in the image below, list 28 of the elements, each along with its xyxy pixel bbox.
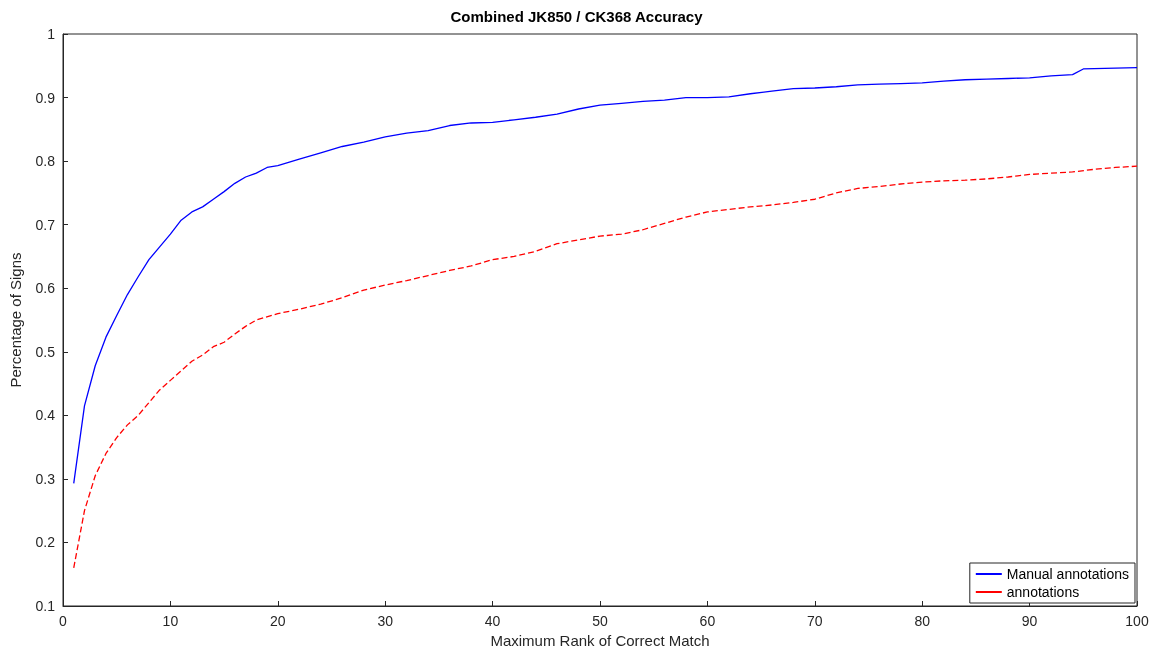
y-tick-label: 0.1 [35,598,56,614]
y-tick-label: 0.5 [35,343,56,360]
x-tick-label: 50 [592,613,608,629]
y-tick-label: 1 [47,26,56,42]
y-tick-label: 0.3 [35,470,56,487]
x-tick-label: 10 [162,613,179,629]
line-series [73,67,1138,484]
y-tick-label: 0.9 [35,89,56,106]
x-tick-label: 90 [1021,613,1038,629]
y-tick-label: 0.2 [35,534,56,551]
x-tick-label: 20 [270,613,286,629]
x-tick-label: 0 [59,613,68,629]
legend-label: annotations [1006,584,1080,600]
x-tick-label: 80 [914,613,931,629]
y-axis-title: Percentage of Signs [7,252,24,388]
y-tick-label: 0.4 [35,407,56,424]
y-tick-label: 0.8 [35,153,56,170]
x-tick-label: 60 [699,613,716,629]
x-tick-label: 100 [1125,613,1149,629]
legend-label: Manual annotations [1006,566,1129,582]
x-tick-label: 30 [377,613,394,629]
chart-title: Combined JK850 / CK368 Accuracy [450,8,704,25]
x-tick-label: 40 [484,613,501,629]
y-tick-label: 0.7 [35,216,56,233]
line-series [73,165,1138,569]
x-tick-label: 70 [807,613,823,629]
x-axis-title: Maximum Rank of Correct Match [490,631,710,649]
y-tick-label: 0.6 [35,280,56,297]
